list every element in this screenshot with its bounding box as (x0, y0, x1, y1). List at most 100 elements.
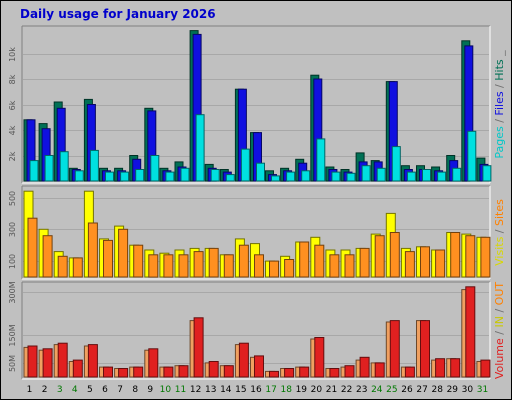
x-tick-label-day-12: 12 (190, 385, 201, 395)
bar-sites-day-19 (299, 241, 310, 278)
side-label-part: OUT (493, 282, 506, 306)
x-tick-label-day-11: 11 (175, 385, 186, 395)
bar-pages-day-27 (422, 169, 431, 182)
bar-pages-day-13 (210, 169, 220, 182)
side-label-part: Visits (493, 236, 506, 265)
bar-volume-day-28 (435, 358, 446, 378)
bar-pages-day-8 (135, 169, 145, 182)
y-tick-label: 8k (8, 74, 17, 84)
y-tick-label: 4k (8, 125, 17, 135)
bar-volume-day-10 (163, 366, 174, 378)
chart-title: Daily usage for January 2026 (20, 7, 216, 21)
bar-volume-day-18 (284, 368, 295, 378)
bar-pages-day-21 (331, 171, 341, 182)
y-tick-label: 10k (8, 47, 17, 62)
bar-pages-day-5 (89, 149, 99, 182)
y-tick-label: 300M (8, 281, 17, 303)
side-label-part: / (493, 305, 506, 316)
bar-sites-day-24 (374, 235, 385, 278)
bar-volume-day-27 (420, 320, 430, 378)
bar-sites-day-28 (435, 249, 446, 278)
side-label-part: _ (493, 50, 506, 59)
bar-volume-day-23 (359, 356, 370, 378)
y-tick-label: 100 (8, 254, 17, 269)
side-label-part: / (493, 328, 506, 339)
x-tick-label-day-10: 10 (160, 385, 172, 395)
bar-pages-day-22 (346, 172, 356, 182)
x-tick-label-day-15: 15 (235, 385, 246, 395)
x-tick-label-day-23: 23 (356, 385, 367, 395)
bar-pages-day-18 (286, 171, 296, 182)
panel-side-label-volume: Volume / IN / OUT (493, 282, 506, 380)
bar-volume-day-20 (314, 337, 325, 378)
bar-volume-day-5 (87, 344, 98, 378)
bar-pages-day-20 (316, 138, 326, 182)
bar-pages-day-28 (437, 171, 447, 182)
bar-pages-day-17 (271, 175, 280, 182)
bar-sites-day-21 (329, 254, 340, 278)
bar-pages-day-4 (74, 170, 84, 182)
bar-pages-day-14 (225, 174, 235, 182)
y-tick-label: 150M (8, 324, 17, 346)
bar-pages-day-30 (467, 130, 477, 182)
bar-pages-day-10 (165, 171, 175, 182)
x-axis-labels: 1 2 3 4 5 6 7 8 9 10 11 12 13 14 15 16 17 18 19 20 21 22 23 24 2… (27, 385, 489, 395)
panel-hits: 2k 4k 6k 8k 10k Pages / Files / Hits _ (8, 25, 506, 184)
bar-pages-day-26 (406, 171, 416, 182)
bar-sites-day-14 (223, 254, 234, 278)
x-tick-label-day-8: 8 (132, 385, 138, 395)
bar-pages-day-3 (59, 151, 69, 182)
bar-volume-day-13 (208, 361, 219, 378)
bar-pages-day-1 (29, 160, 39, 182)
bar-volume-day-24 (374, 362, 385, 378)
y-tick-label: 2k (8, 151, 17, 161)
bar-sites-day-7 (118, 228, 129, 278)
side-label-part: Files (493, 91, 506, 115)
bar-volume-day-21 (329, 368, 340, 378)
x-tick-label-day-21: 21 (326, 385, 337, 395)
side-label-part: Sites (493, 199, 506, 226)
bar-sites-day-23 (359, 247, 370, 278)
bar-volume-day-19 (299, 366, 310, 378)
x-tick-label-day-7: 7 (117, 385, 123, 395)
bar-sites-day-31 (480, 236, 491, 278)
bar-pages-day-9 (150, 155, 160, 182)
bar-pages-day-25 (391, 146, 401, 182)
bar-sites-day-22 (344, 254, 355, 278)
bar-pages-day-19 (301, 170, 311, 182)
bar-pages-day-16 (256, 162, 265, 182)
bar-volume-day-8 (133, 366, 144, 378)
x-tick-label-day-30: 30 (462, 385, 474, 395)
bar-sites-day-26 (404, 251, 415, 278)
bar-sites-day-20 (314, 244, 325, 278)
x-tick-label-day-20: 20 (311, 385, 323, 395)
bar-volume-day-7 (118, 368, 129, 378)
x-tick-label-day-16: 16 (250, 385, 262, 395)
bar-sites-day-2 (42, 235, 53, 278)
bar-sites-day-29 (450, 232, 461, 278)
bar-sites-day-9 (148, 254, 159, 278)
x-tick-label-day-3: 3 (57, 385, 63, 395)
x-tick-label-day-27: 27 (416, 385, 427, 395)
bar-volume-day-2 (42, 348, 53, 378)
bar-volume-day-4 (72, 359, 83, 378)
x-tick-label-day-2: 2 (42, 385, 48, 395)
bar-sites-day-13 (208, 247, 219, 278)
bar-volume-day-17 (269, 370, 279, 378)
y-tick-label: 500 (8, 191, 17, 206)
x-tick-label-day-26: 26 (401, 385, 413, 395)
bar-pages-day-29 (452, 167, 462, 182)
bar-volume-day-16 (254, 355, 264, 378)
x-tick-label-day-22: 22 (341, 385, 352, 395)
bar-sites-day-30 (465, 235, 476, 278)
bar-volume-day-25 (389, 320, 400, 378)
bar-sites-day-1 (27, 217, 38, 278)
bar-volume-day-26 (404, 366, 415, 378)
x-tick-label-day-4: 4 (72, 385, 78, 395)
bar-sites-day-16 (254, 254, 264, 278)
y-tick-label: 6k (8, 100, 17, 110)
x-tick-label-day-9: 9 (147, 385, 153, 395)
bar-volume-day-14 (223, 365, 234, 378)
bar-pages-day-24 (376, 167, 386, 182)
